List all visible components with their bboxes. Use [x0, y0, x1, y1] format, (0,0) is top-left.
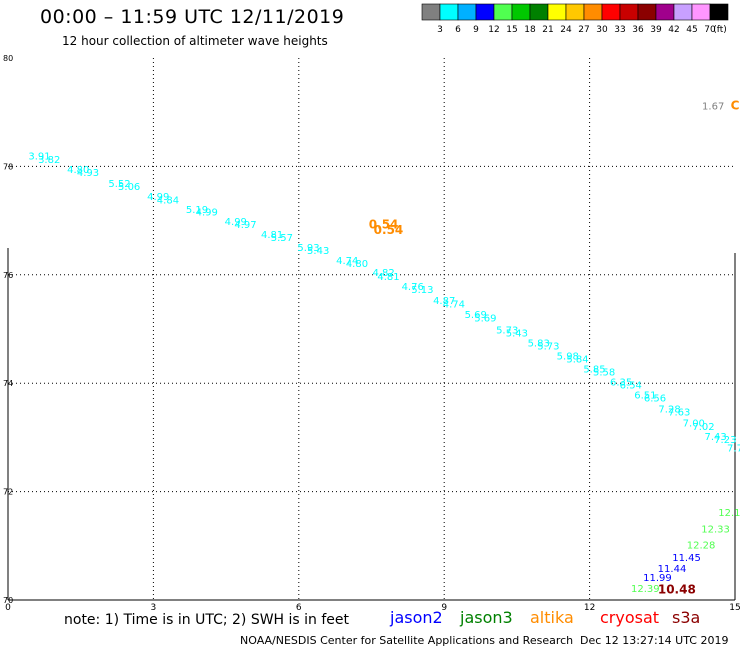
data-point-altika: C — [731, 98, 740, 112]
data-point-track: 7.7 — [727, 443, 740, 454]
satellite-jason3-label: jason3 — [460, 608, 513, 627]
data-point-track: 7.28 — [658, 404, 680, 415]
data-point-jason3: 12.39 — [631, 584, 660, 595]
x-tick-label: 9 — [441, 603, 447, 612]
x-tick-label: 3 — [151, 603, 157, 612]
data-point-jason3: 12.18 — [718, 508, 740, 519]
data-point-track: 6.35 — [610, 377, 632, 388]
data-point-track: 4.80 — [346, 259, 368, 270]
data-point-track: 3.91 — [28, 151, 50, 162]
color-scale-label: 70 — [704, 25, 716, 35]
data-point-jason2: 11.44 — [658, 564, 687, 575]
data-point-track: 4.93 — [77, 168, 99, 179]
credit-line: NOAA/NESDIS Center for Satellite Applica… — [240, 634, 574, 647]
data-point-track: 5.69 — [465, 310, 487, 321]
data-point-track: 5.52 — [108, 179, 130, 190]
color-scale-unit: (ft) — [713, 25, 727, 35]
y-tick-label: 76 — [3, 271, 13, 280]
color-scale-label: 24 — [560, 25, 572, 35]
data-point-jason2: 11.45 — [672, 553, 701, 564]
units-note: note: 1) Time is in UTC; 2) SWH is in fe… — [64, 612, 350, 628]
color-scale-legend: 3 6 9 12 15 18 21 24 27 30 33 36 39 42 45 70(ft) — [421, 3, 729, 35]
color-scale-label: 15 — [506, 25, 517, 35]
data-point-track: 3.82 — [38, 155, 60, 166]
data-point-track: 4.80 — [67, 165, 89, 176]
data-point-track: 4.99 — [225, 217, 247, 228]
y-tick-label: 74 — [3, 379, 13, 388]
data-point-track: 5.98 — [557, 351, 579, 362]
color-scale-label: 42 — [668, 25, 679, 35]
data-point-track: 5.06 — [118, 182, 140, 193]
y-tick-label: 72 — [3, 488, 13, 497]
data-point-track: 4.81 — [261, 230, 283, 241]
color-scale-label: 6 — [455, 25, 461, 35]
data-point-track: 5.13 — [411, 285, 433, 296]
data-point-track: 4.82 — [372, 268, 394, 279]
data-point-jason3: 12.28 — [687, 541, 716, 552]
color-scale-label: 18 — [524, 25, 536, 35]
data-point-jason3: 12.33 — [701, 524, 730, 535]
data-point-track: 6.56 — [644, 394, 666, 405]
data-point-track: 5.57 — [271, 233, 293, 244]
color-scale-label: 30 — [596, 25, 608, 35]
color-scale-label: 27 — [578, 25, 589, 35]
data-point-track: 7.23 — [714, 435, 736, 446]
data-point-track: 7.63 — [668, 408, 690, 419]
data-point-track: 5.43 — [307, 246, 329, 257]
color-scale-label: 21 — [542, 25, 553, 35]
x-tick-label: 15 — [729, 603, 740, 612]
chart-title: 00:00 – 11:59 UTC 12/11/2019 — [40, 6, 345, 28]
data-point-track: 7.43 — [704, 432, 726, 443]
data-point-track: 5.85 — [583, 364, 605, 375]
data-point-altika: 0.54 — [374, 223, 404, 237]
data-point-track: 5.43 — [506, 329, 528, 340]
color-scale-label: 36 — [632, 25, 644, 35]
y-tick-label: 70 — [3, 596, 13, 605]
generated-timestamp: Dec 12 13:27:14 UTC 2019 — [580, 634, 729, 647]
data-point-track: 5.73 — [496, 325, 518, 336]
color-scale-label: 12 — [488, 25, 499, 35]
satellite-altika-label: altika — [530, 608, 574, 627]
data-point-track: 4.99 — [147, 192, 169, 203]
color-scale-label: 33 — [614, 25, 625, 35]
data-point-track: 4.97 — [234, 220, 256, 231]
y-tick-label: 80 — [3, 54, 13, 63]
y-tick-label: 78 — [3, 162, 13, 171]
color-swatch-16 — [709, 3, 729, 21]
data-point-track: 4.76 — [402, 282, 424, 293]
data-point-altika: 0.54 — [369, 218, 399, 232]
data-point-track: 5.73 — [537, 342, 559, 353]
data-point-track: 4.87 — [433, 296, 455, 307]
chart-subtitle: 12 hour collection of altimeter wave hei… — [62, 34, 328, 48]
x-tick-label: 6 — [296, 603, 302, 612]
satellite-cryosat-label: cryosat — [600, 608, 660, 627]
satellite-jason2-label: jason2 — [390, 608, 443, 627]
data-point-track: 4.84 — [157, 195, 179, 206]
data-point-track: 5.69 — [474, 313, 496, 324]
color-scale-label: 39 — [650, 25, 662, 35]
data-point-track: 4.81 — [377, 272, 399, 283]
data-point-track: 5.84 — [566, 355, 588, 366]
data-point-track: 5.93 — [297, 243, 319, 254]
x-tick-label: 0 — [5, 603, 11, 612]
data-point-jason2: 11.99 — [643, 573, 672, 584]
data-point-track: 4.74 — [336, 256, 358, 267]
satellite-s3a-label: s3a — [672, 608, 701, 627]
data-point-s3a: 10.48 — [658, 582, 696, 596]
color-scale-label: 9 — [473, 25, 479, 35]
data-point-track: 5.58 — [593, 368, 615, 379]
color-scale-label: 3 — [437, 25, 443, 35]
data-point-track: 7.02 — [692, 422, 714, 433]
x-tick-label: 12 — [584, 603, 595, 612]
data-point-cryosat: 1.67 — [702, 101, 724, 112]
color-scale-label: 45 — [686, 25, 697, 35]
data-point-track: 4.74 — [443, 299, 465, 310]
data-point-track: 5.19 — [186, 205, 208, 216]
data-point-track: 6.54 — [620, 381, 642, 392]
data-point-track: 5.83 — [528, 338, 550, 349]
data-point-track: 6.51 — [634, 390, 656, 401]
data-point-track: 4.99 — [196, 208, 218, 219]
data-point-track: 7.00 — [683, 419, 705, 430]
